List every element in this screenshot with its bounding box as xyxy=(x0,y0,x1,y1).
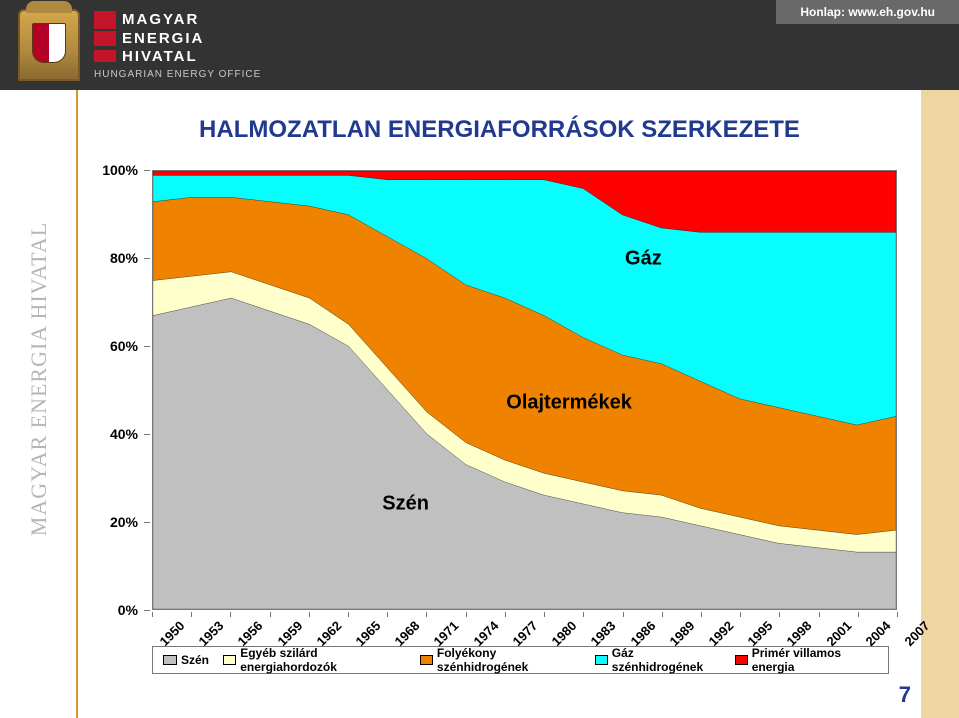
x-tick-label: 1971 xyxy=(431,618,462,649)
x-tick-mark xyxy=(309,612,310,617)
legend-label: Primér villamos energia xyxy=(752,646,878,674)
legend-item: Egyéb szilárd energiahordozók xyxy=(223,646,406,674)
stacked-area-svg xyxy=(153,171,896,609)
logo-subtitle: HUNGARIAN ENERGY OFFICE xyxy=(94,69,261,80)
main-content: HALMOZATLAN ENERGIAFORRÁSOK SZERKEZETE 0… xyxy=(78,90,921,718)
body: MAGYAR ENERGIA HIVATAL HALMOZATLAN ENERG… xyxy=(0,90,959,718)
app-header: MAGYAR ENERGIA HIVATAL HUNGARIAN ENERGY … xyxy=(0,0,959,90)
coat-of-arms-icon xyxy=(18,9,80,81)
legend-item: Szén xyxy=(163,653,209,667)
legend-swatch-icon xyxy=(223,655,236,665)
sidebar-label: MAGYAR ENERGIA HIVATAL xyxy=(26,222,52,536)
y-tick-label: 60% xyxy=(94,338,144,354)
legend-swatch-icon xyxy=(735,655,748,665)
x-tick-mark xyxy=(583,612,584,617)
logo-line-3: HIVATAL xyxy=(122,48,198,65)
x-tick-label: 1977 xyxy=(509,618,540,649)
x-tick-label: 1962 xyxy=(313,618,344,649)
x-tick-label: 1992 xyxy=(705,618,736,649)
y-tick-label: 40% xyxy=(94,426,144,442)
y-tick-label: 80% xyxy=(94,250,144,266)
shield-icon xyxy=(32,23,66,63)
chart-title: HALMOZATLAN ENERGIAFORRÁSOK SZERKEZETE xyxy=(78,116,921,144)
legend-label: Egyéb szilárd energiahordozók xyxy=(240,646,405,674)
x-tick-mark xyxy=(191,612,192,617)
legend-swatch-icon xyxy=(595,655,608,665)
y-axis: 0%20%40%60%80%100% xyxy=(94,170,150,610)
logo-bar-icon xyxy=(94,31,116,46)
legend-swatch-icon xyxy=(420,655,433,665)
x-tick-label: 1950 xyxy=(156,618,187,649)
y-tick-mark xyxy=(144,610,150,611)
x-tick-label: 2004 xyxy=(862,618,893,649)
y-tick-mark xyxy=(144,258,150,259)
x-tick-label: 2001 xyxy=(823,618,854,649)
x-tick-mark xyxy=(701,612,702,617)
x-tick-mark xyxy=(387,612,388,617)
chart: 0% 20% 40% 60% 80% 100% Gáz Olajtermékek Szén 1… xyxy=(94,160,905,680)
x-tick-mark xyxy=(544,612,545,617)
x-tick-mark xyxy=(740,612,741,617)
x-tick-label: 1965 xyxy=(353,618,384,649)
x-tick-label: 1983 xyxy=(588,618,619,649)
x-tick-label: 1986 xyxy=(627,618,658,649)
legend-item: Gáz szénhidrogének xyxy=(595,646,721,674)
legend-item: Primér villamos energia xyxy=(735,646,878,674)
chart-plot-area: Gáz Olajtermékek Szén xyxy=(152,170,897,610)
x-tick-mark xyxy=(505,612,506,617)
area-label: Gáz xyxy=(625,247,662,270)
y-tick-label: 0% xyxy=(94,602,144,618)
url-label: Honlap: www.eh.gov.hu xyxy=(776,0,959,24)
logo-bar-icon xyxy=(94,50,116,62)
y-tick-mark xyxy=(144,170,150,171)
x-tick-mark xyxy=(623,612,624,617)
logo-line-2: ENERGIA xyxy=(122,30,204,47)
logo-line-1: MAGYAR xyxy=(122,11,199,28)
x-tick-mark xyxy=(819,612,820,617)
x-tick-label: 1980 xyxy=(549,618,580,649)
x-tick-label: 1959 xyxy=(274,618,305,649)
x-tick-label: 1989 xyxy=(666,618,697,649)
legend-label: Folyékony szénhidrogének xyxy=(437,646,581,674)
legend-item: Folyékony szénhidrogének xyxy=(420,646,581,674)
page-number: 7 xyxy=(899,682,911,708)
x-tick-mark xyxy=(662,612,663,617)
logo-bar-icon xyxy=(94,11,116,29)
x-tick-mark xyxy=(270,612,271,617)
y-tick-label: 20% xyxy=(94,514,144,530)
y-tick-mark xyxy=(144,434,150,435)
area-label: Szén xyxy=(382,492,429,515)
x-tick-label: 1968 xyxy=(392,618,423,649)
x-tick-label: 1998 xyxy=(784,618,815,649)
logo: MAGYAR ENERGIA HIVATAL HUNGARIAN ENERGY … xyxy=(94,11,261,80)
legend-swatch-icon xyxy=(163,655,177,665)
x-tick-mark xyxy=(152,612,153,617)
x-tick-mark xyxy=(348,612,349,617)
legend: Szén Egyéb szilárd energiahordozók Folyéko… xyxy=(152,646,889,674)
x-tick-mark xyxy=(858,612,859,617)
x-tick-mark xyxy=(897,612,898,617)
y-tick-label: 100% xyxy=(94,162,144,178)
x-tick-label: 1974 xyxy=(470,618,501,649)
x-tick-mark xyxy=(466,612,467,617)
sidebar: MAGYAR ENERGIA HIVATAL xyxy=(0,90,78,718)
legend-label: Gáz szénhidrogének xyxy=(612,646,721,674)
x-tick-mark xyxy=(230,612,231,617)
x-tick-mark xyxy=(779,612,780,617)
x-tick-label: 1995 xyxy=(745,618,776,649)
area-label: Olajtermékek xyxy=(506,392,632,415)
x-tick-label: 1956 xyxy=(235,618,266,649)
y-tick-mark xyxy=(144,346,150,347)
x-tick-mark xyxy=(426,612,427,617)
x-tick-label: 1953 xyxy=(196,618,227,649)
y-tick-mark xyxy=(144,522,150,523)
legend-label: Szén xyxy=(181,653,209,667)
